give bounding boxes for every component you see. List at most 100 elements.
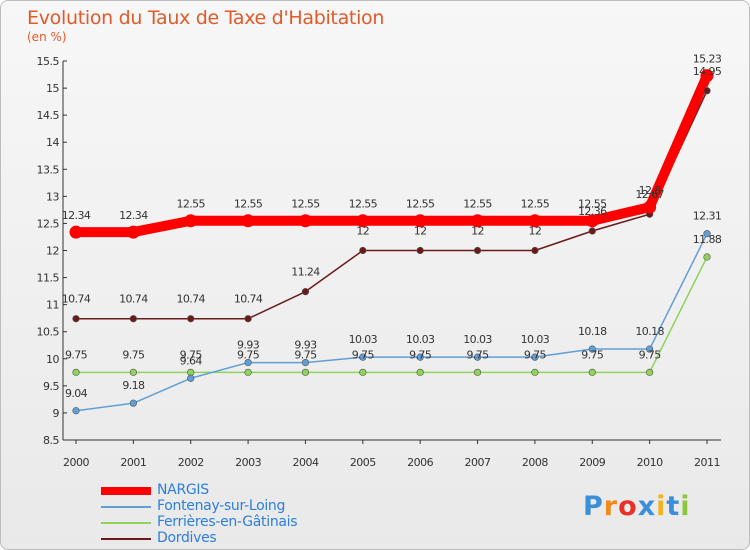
- data-label: 10.03: [349, 333, 378, 346]
- data-point: [72, 368, 80, 376]
- data-point: [129, 368, 137, 376]
- legend-swatch: [101, 506, 151, 508]
- x-tick-label: 2001: [120, 456, 146, 469]
- data-label: 10.18: [635, 325, 664, 338]
- data-point: [473, 353, 482, 361]
- data-point: [473, 368, 482, 376]
- legend-label: Ferrières-en-Gâtinais: [157, 514, 298, 530]
- data-point: [413, 214, 427, 228]
- logo-letter: r: [603, 491, 619, 522]
- data-point: [703, 87, 711, 95]
- series-line-0: [76, 73, 712, 238]
- proxiti-logo: Proxiti: [583, 491, 691, 522]
- y-tick-label: 10.5: [37, 326, 60, 339]
- chart-series-points: [69, 69, 714, 415]
- data-label: 10.18: [578, 325, 607, 338]
- x-tick-label: 2003: [235, 456, 261, 469]
- logo-letter: P: [583, 491, 604, 522]
- y-tick-label: 13: [46, 190, 59, 203]
- data-label: 9.75: [352, 348, 375, 361]
- data-label: 9.75: [524, 348, 547, 361]
- data-point: [700, 69, 714, 83]
- data-label: 12.36: [578, 205, 607, 218]
- data-label: 9.93: [294, 339, 317, 352]
- data-label: 9.64: [180, 354, 203, 367]
- data-label: 12.55: [176, 198, 205, 211]
- y-tick-label: 9: [53, 407, 60, 420]
- data-point: [416, 246, 424, 255]
- data-point: [241, 214, 255, 228]
- data-label: 12.31: [693, 210, 722, 223]
- data-label: 9.75: [409, 348, 432, 361]
- data-point: [643, 200, 657, 214]
- data-label: 10.74: [176, 293, 205, 306]
- y-tick-label: 15: [46, 82, 59, 95]
- x-tick-label: 2007: [465, 456, 491, 469]
- x-tick-label: 2005: [350, 456, 376, 469]
- series-line-2: [76, 256, 708, 374]
- y-tick-label: 11.5: [37, 272, 60, 285]
- chart-series-lines: [75, 73, 712, 412]
- data-point: [528, 214, 542, 228]
- data-label: 12: [529, 225, 542, 238]
- data-point: [301, 288, 310, 296]
- data-point: [72, 315, 80, 323]
- y-tick-label: 10: [46, 353, 59, 366]
- legend-label: Fontenay-sur-Loing: [157, 498, 286, 514]
- data-label: 9.04: [65, 387, 88, 400]
- data-point: [588, 345, 596, 353]
- data-label: 11.24: [291, 266, 320, 279]
- legend-label: NARGIS: [157, 482, 209, 498]
- y-tick-label: 14.5: [37, 109, 60, 122]
- logo-letter: t: [666, 491, 681, 522]
- data-point: [69, 225, 83, 239]
- data-label: 12.55: [463, 198, 492, 211]
- data-point: [646, 345, 654, 353]
- legend-swatch: [101, 487, 151, 495]
- logo-letter: o: [618, 491, 638, 522]
- data-point: [471, 214, 485, 228]
- y-tick-label: 11: [46, 299, 59, 312]
- data-label: 12.55: [578, 198, 607, 211]
- x-tick-label: 2004: [292, 456, 318, 469]
- data-label: 12: [356, 225, 369, 238]
- y-tick-label: 12: [46, 245, 59, 258]
- data-label: 15.23: [693, 53, 722, 66]
- data-point: [588, 227, 596, 235]
- data-label: 9.75: [122, 348, 145, 361]
- data-point: [126, 225, 140, 239]
- x-tick-label: 2009: [579, 456, 605, 469]
- data-point: [244, 315, 252, 323]
- data-point: [359, 353, 367, 361]
- data-label: 10.03: [521, 333, 550, 346]
- data-label: 9.18: [122, 379, 145, 392]
- x-tick-label: 2010: [637, 456, 663, 469]
- data-point: [473, 246, 482, 255]
- data-label: 12.8: [639, 184, 662, 197]
- logo-letter: i: [656, 491, 667, 522]
- data-label: 9.75: [237, 348, 260, 361]
- logo-letter: i: [680, 491, 691, 522]
- line-chart: 8.599.51010.51111.51212.51313.51414.5151…: [37, 53, 723, 469]
- legend-swatch: [101, 522, 151, 524]
- x-tick-label: 2006: [407, 456, 433, 469]
- logo-letter: x: [637, 491, 657, 522]
- x-tick-label: 2008: [522, 456, 548, 469]
- data-label: 12.55: [234, 198, 263, 211]
- data-label: 12: [471, 225, 484, 238]
- data-point: [129, 315, 137, 323]
- x-tick-label: 2002: [178, 456, 204, 469]
- data-point: [703, 230, 711, 238]
- y-tick-label: 8.5: [43, 434, 59, 447]
- y-tick-label: 12.5: [37, 217, 60, 230]
- y-tick-label: 13.5: [37, 163, 60, 176]
- data-point: [416, 353, 424, 361]
- data-point: [129, 399, 137, 407]
- data-point: [298, 214, 312, 228]
- data-label: 12.55: [521, 198, 550, 211]
- legend-swatch: [101, 538, 151, 540]
- data-point: [356, 214, 370, 228]
- data-point: [72, 407, 80, 415]
- data-label: 10.74: [234, 293, 263, 306]
- data-label: 10.74: [62, 293, 91, 306]
